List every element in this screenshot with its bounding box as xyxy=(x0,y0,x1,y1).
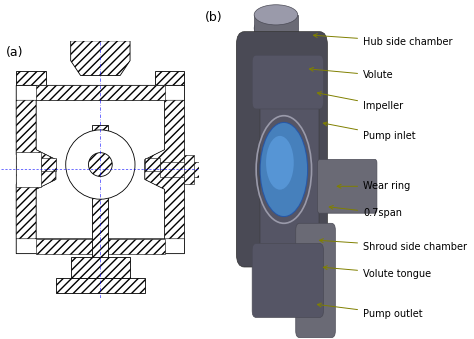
Ellipse shape xyxy=(260,122,308,217)
Polygon shape xyxy=(56,278,145,293)
Circle shape xyxy=(89,153,112,176)
Polygon shape xyxy=(16,100,56,239)
Text: (b): (b) xyxy=(205,12,222,24)
Polygon shape xyxy=(92,125,108,278)
Text: Hub side chamber: Hub side chamber xyxy=(313,34,453,47)
FancyBboxPatch shape xyxy=(252,243,323,317)
Text: Impeller: Impeller xyxy=(318,92,403,111)
FancyBboxPatch shape xyxy=(296,223,335,338)
Text: Shroud side chamber: Shroud side chamber xyxy=(319,239,467,252)
Text: Wear ring: Wear ring xyxy=(337,181,410,191)
Ellipse shape xyxy=(266,136,294,190)
Ellipse shape xyxy=(254,5,298,25)
Polygon shape xyxy=(36,100,164,239)
Polygon shape xyxy=(36,239,164,254)
Polygon shape xyxy=(16,85,184,254)
Polygon shape xyxy=(71,41,130,76)
FancyBboxPatch shape xyxy=(252,55,323,109)
Text: Pump outlet: Pump outlet xyxy=(318,303,423,319)
Circle shape xyxy=(66,130,135,199)
Text: Pump inlet: Pump inlet xyxy=(323,122,416,141)
Ellipse shape xyxy=(254,17,298,40)
Polygon shape xyxy=(16,152,41,187)
Polygon shape xyxy=(71,257,130,278)
Text: 0.7span: 0.7span xyxy=(329,205,402,218)
Polygon shape xyxy=(260,102,319,254)
FancyBboxPatch shape xyxy=(237,32,328,267)
FancyBboxPatch shape xyxy=(254,15,298,42)
Polygon shape xyxy=(155,71,184,85)
Polygon shape xyxy=(16,71,46,85)
Text: (a): (a) xyxy=(6,46,24,59)
Polygon shape xyxy=(36,85,164,100)
Polygon shape xyxy=(41,158,56,172)
Text: Volute tongue: Volute tongue xyxy=(323,266,431,279)
Text: Volute: Volute xyxy=(310,67,394,80)
Polygon shape xyxy=(160,162,200,177)
FancyBboxPatch shape xyxy=(318,159,377,213)
Polygon shape xyxy=(145,100,184,239)
Polygon shape xyxy=(184,155,194,184)
Polygon shape xyxy=(145,158,160,172)
